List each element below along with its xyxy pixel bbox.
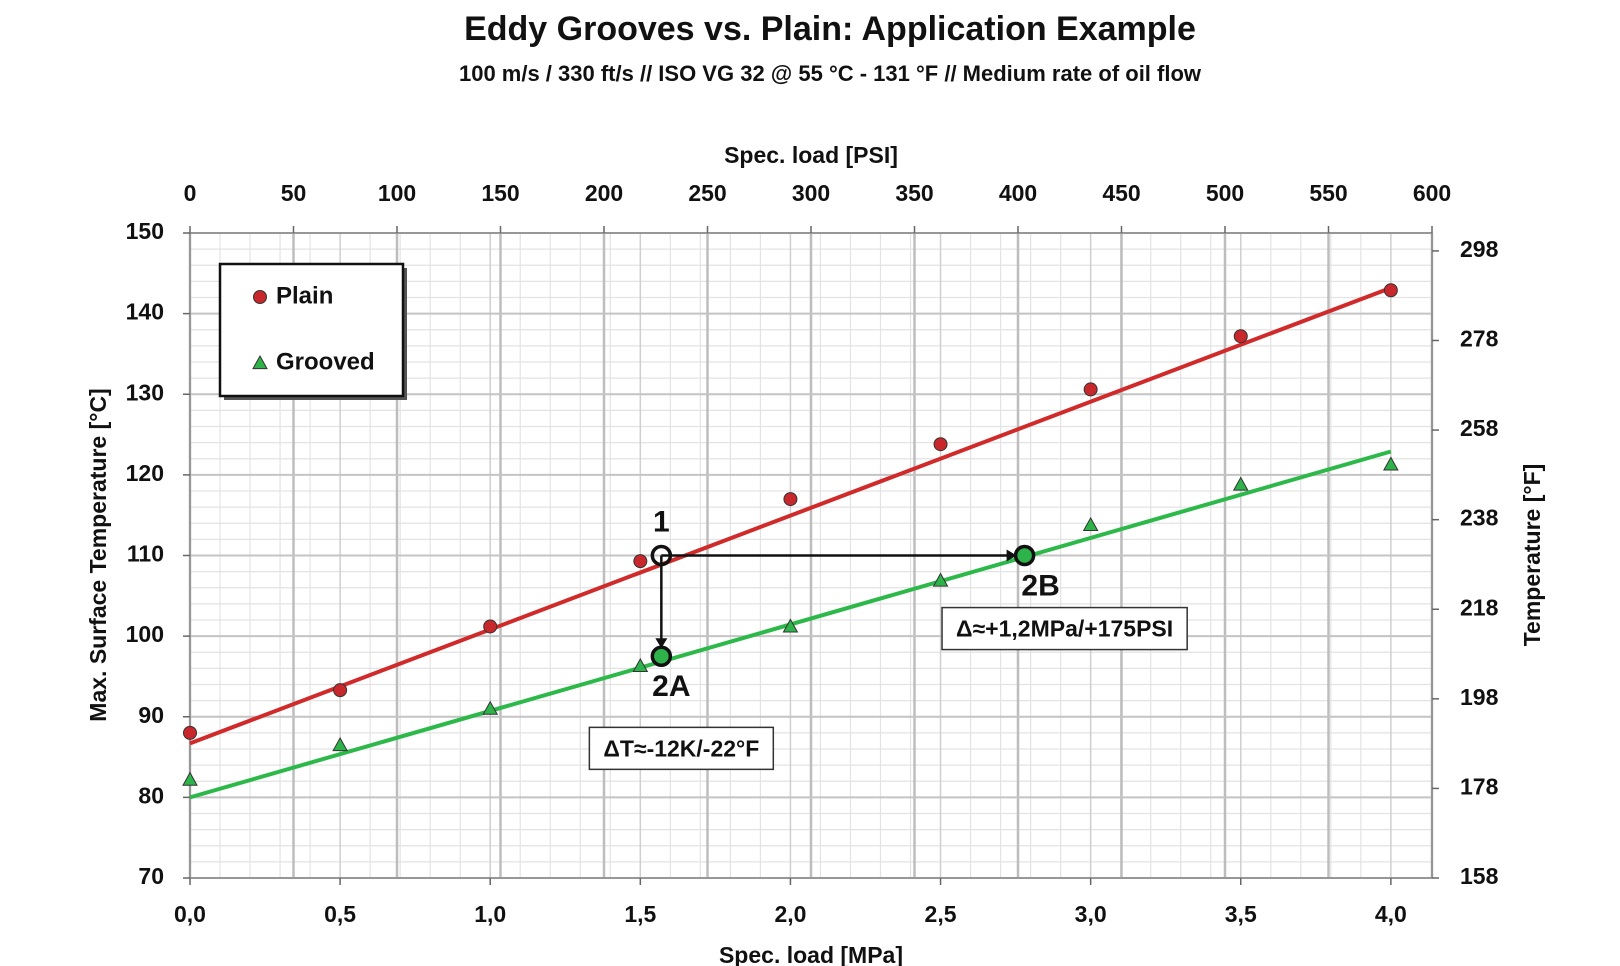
y2-tick-label: 178 [1460, 773, 1499, 799]
y-tick-label: 110 [127, 541, 164, 567]
x-tick-label: 1,5 [624, 901, 656, 927]
y-tick-label: 90 [138, 702, 164, 728]
x-tick-label: 0,0 [174, 901, 206, 927]
annotation-label: 2A [652, 670, 690, 703]
point [1232, 476, 1249, 491]
x-tick-label: 2,5 [925, 901, 957, 927]
x2-tick-label: 250 [688, 180, 726, 206]
y2-tick-label: 278 [1460, 326, 1499, 352]
x2-tick-label: 300 [792, 180, 830, 206]
y-tick-label: 70 [138, 863, 164, 889]
point [482, 700, 499, 715]
y2-tick-label: 298 [1460, 236, 1499, 262]
y2-tick-label: 258 [1460, 415, 1499, 441]
delta-box: Δ≈+1,2MPa/+175PSI [941, 606, 1188, 651]
delta-label: Δ≈+1,2MPa/+175PSI [956, 616, 1173, 642]
delta-box: ΔT≈-12K/-22°F [588, 726, 775, 771]
point [183, 725, 197, 740]
y-tick-label: 80 [138, 782, 164, 808]
point [632, 657, 649, 673]
point [633, 554, 648, 569]
x2-axis-label: Spec. load [PSI] [724, 142, 898, 168]
point [1082, 516, 1099, 531]
legend-box [218, 262, 405, 398]
point [182, 771, 198, 786]
x2-tick-label: 450 [1102, 180, 1140, 206]
x2-tick-label: 350 [895, 180, 933, 206]
point [1383, 283, 1398, 298]
annotation-point [1013, 544, 1036, 567]
annotation-label: 1 [653, 505, 670, 538]
chart-subtitle: 100 m/s / 330 ft/s // ISO VG 32 @ 55 °C … [459, 61, 1202, 86]
x-axis-label: Spec. load [MPa] [719, 942, 903, 966]
y2-tick-label: 158 [1460, 863, 1499, 889]
x2-tick-label: 400 [999, 180, 1037, 206]
x2-tick-label: 500 [1206, 180, 1244, 206]
x-tick-label: 4,0 [1375, 901, 1407, 927]
point [1383, 456, 1399, 471]
delta-box-frame [941, 606, 1188, 651]
y2-tick-label: 198 [1460, 684, 1499, 710]
point [782, 618, 799, 633]
point [932, 572, 949, 587]
y-tick-label: 140 [126, 299, 164, 325]
legend-label: Plain [276, 282, 333, 309]
x2-tick-label: 100 [378, 180, 416, 206]
annotation-label: 2B [1021, 569, 1059, 602]
annotation-point [650, 544, 673, 567]
y-tick-label: 120 [126, 460, 164, 486]
arrow-head [1006, 549, 1017, 562]
legend-marker [252, 354, 268, 370]
y2-axis-label: Temperature [°F] [1519, 464, 1545, 647]
chart-title: Eddy Grooves vs. Plain: Application Exam… [464, 10, 1196, 48]
legend-label: Grooved [276, 348, 375, 375]
x2-tick-label: 0 [184, 180, 197, 206]
x-tick-label: 3,5 [1225, 901, 1257, 927]
point [332, 736, 348, 752]
point [933, 437, 948, 452]
x2-tick-label: 150 [481, 180, 519, 206]
trend-line [189, 285, 1392, 746]
x2-tick-label: 550 [1309, 180, 1347, 206]
legend-marker [253, 290, 267, 304]
point [483, 619, 498, 634]
y2-tick-label: 238 [1460, 505, 1499, 531]
point [333, 683, 348, 698]
x-tick-label: 0,5 [324, 901, 356, 927]
point [783, 492, 798, 507]
y-tick-label: 150 [126, 218, 164, 244]
delta-label: ΔT≈-12K/-22°F [603, 735, 759, 761]
x-tick-label: 1,0 [474, 901, 506, 927]
delta-box-frame [588, 726, 775, 771]
point [1233, 329, 1248, 344]
y2-tick-label: 218 [1460, 594, 1499, 620]
annotation-point [650, 645, 673, 668]
x2-tick-label: 50 [281, 180, 307, 206]
y-tick-label: 100 [126, 621, 164, 647]
x2-tick-label: 200 [585, 180, 623, 206]
x-tick-label: 3,0 [1075, 901, 1107, 927]
x2-tick-label: 600 [1413, 180, 1451, 206]
y-tick-label: 130 [126, 379, 164, 405]
arrow-head [655, 638, 668, 649]
x-tick-label: 2,0 [774, 901, 806, 927]
point [1083, 382, 1098, 397]
y-axis-label: Max. Surface Temperature [°C] [85, 388, 111, 721]
